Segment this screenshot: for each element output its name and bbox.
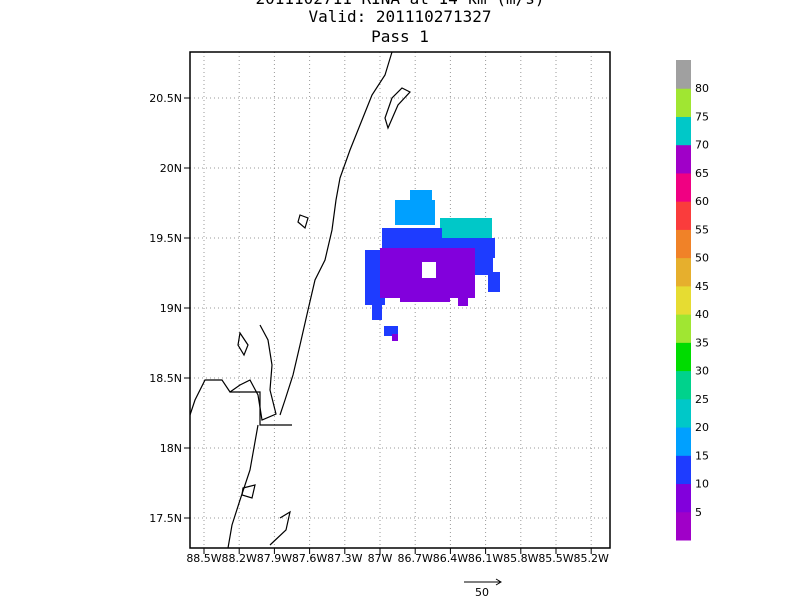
- colorbar-swatch: [676, 285, 691, 315]
- colorbar-label: 60: [695, 195, 709, 208]
- colorbar-label: 30: [695, 365, 709, 378]
- lon-label: 87.9W: [257, 552, 292, 565]
- colorbar-swatch: [676, 144, 691, 174]
- colorbar-label: 80: [695, 82, 709, 95]
- colorbar-label: 75: [695, 110, 709, 123]
- lon-label: 86.4W: [433, 552, 468, 565]
- lon-label: 85.8W: [503, 552, 538, 565]
- colorbar-label: 5: [695, 506, 702, 519]
- lon-label: 88.2W: [222, 552, 257, 565]
- colorbar-swatch: [676, 88, 691, 117]
- lat-label: 20.5N: [149, 92, 182, 105]
- coastline: [189, 51, 411, 549]
- colorbar-label: 45: [695, 280, 709, 293]
- colorbar: 5 10 15 20 25 30 35 40 45 50 55 60 65 70 75 80: [676, 60, 709, 541]
- lat-label: 20N: [160, 162, 182, 175]
- wind-field: [365, 190, 500, 341]
- colorbar-label: 20: [695, 421, 709, 434]
- colorbar-swatch: [676, 229, 691, 259]
- colorbar-label: 70: [695, 139, 709, 152]
- colorbar-swatch: [676, 342, 691, 372]
- colorbar-swatch: [676, 511, 691, 541]
- colorbar-swatch: [676, 60, 691, 89]
- lat-label: 19.5N: [149, 232, 182, 245]
- reference-arrow-head: [495, 578, 502, 586]
- colorbar-swatch: [676, 398, 691, 428]
- colorbar-label: 55: [695, 223, 709, 236]
- lon-label: 87.6W: [292, 552, 327, 565]
- lon-label: 87.3W: [327, 552, 362, 565]
- colorbar-swatch: [676, 257, 691, 287]
- colorbar-label: 15: [695, 449, 709, 462]
- title-line: Pass 1: [371, 27, 429, 46]
- colorbar-label: 65: [695, 167, 709, 180]
- colorbar-label: 25: [695, 393, 709, 406]
- lon-label: 85.5W: [538, 552, 573, 565]
- lon-label: 88.5W: [186, 552, 221, 565]
- lat-label: 17.5N: [149, 512, 182, 525]
- colorbar-swatch: [676, 427, 691, 456]
- lon-label: 86.1W: [468, 552, 503, 565]
- colorbar-label: 35: [695, 336, 709, 349]
- lat-label: 18.5N: [149, 372, 182, 385]
- lon-label: 86.7W: [398, 552, 433, 565]
- lon-label: 85.2W: [574, 552, 609, 565]
- title-line: 2011102711 RINA at 14 km (m/s): [256, 0, 545, 8]
- colorbar-swatch: [676, 172, 691, 202]
- lon-label: 87W: [368, 552, 393, 565]
- colorbar-swatch: [676, 314, 691, 343]
- colorbar-label: 50: [695, 252, 709, 265]
- colorbar-swatch: [676, 455, 691, 485]
- colorbar-swatch: [676, 483, 691, 513]
- reference-vector-label: 50: [475, 586, 489, 599]
- lat-label: 19N: [160, 302, 182, 315]
- colorbar-label: 40: [695, 308, 709, 321]
- map-frame: [189, 51, 611, 549]
- colorbar-label: 10: [695, 478, 709, 491]
- colorbar-swatch: [676, 201, 691, 230]
- colorbar-swatch: [676, 116, 691, 146]
- colorbar-swatch: [676, 370, 691, 400]
- title-line: Valid: 201110271327: [308, 7, 491, 26]
- lat-label: 18N: [160, 442, 182, 455]
